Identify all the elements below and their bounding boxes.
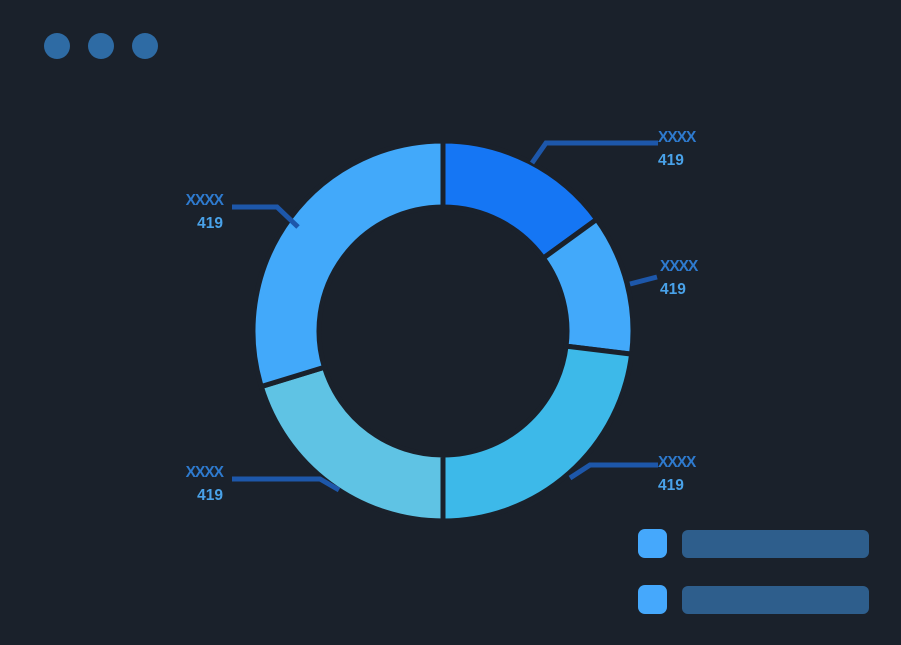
callout-value: 419 xyxy=(658,477,684,494)
callout-value: 419 xyxy=(660,281,686,298)
window-dot-icon[interactable] xyxy=(88,33,114,59)
donut-segment-bottom-left[interactable] xyxy=(258,364,446,524)
callout-title: XXXX xyxy=(185,464,224,481)
legend-label-placeholder-bar xyxy=(682,586,869,614)
chart-legend xyxy=(638,529,869,641)
donut-segment-upper-left[interactable] xyxy=(250,138,446,390)
legend-swatch-icon xyxy=(638,529,667,558)
legend-swatch-icon xyxy=(638,585,667,614)
segment-callout-upper-left: XXXX 419 xyxy=(133,189,224,235)
callout-title: XXXX xyxy=(658,129,696,146)
legend-item[interactable] xyxy=(638,585,869,614)
segment-callout-bottom-left: XXXX 419 xyxy=(133,461,224,507)
callout-title: XXXX xyxy=(185,192,224,209)
callout-title: XXXX xyxy=(658,454,696,471)
callout-title: XXXX xyxy=(660,258,698,275)
segment-callout-bottom-right: XXXX 419 xyxy=(658,451,696,497)
callout-value: 419 xyxy=(658,152,684,169)
legend-label-placeholder-bar xyxy=(682,530,869,558)
legend-item[interactable] xyxy=(638,529,869,558)
donut-segment-bottom-right[interactable] xyxy=(440,343,635,524)
segment-callout-right: XXXX 419 xyxy=(660,255,698,301)
donut-chart-svg[interactable] xyxy=(250,138,636,524)
window-dot-icon[interactable] xyxy=(44,33,70,59)
window-dot-icon[interactable] xyxy=(132,33,158,59)
donut-chart[interactable] xyxy=(250,138,636,524)
leader-line-right xyxy=(629,274,658,287)
segment-callout-top-right: XXXX 419 xyxy=(658,126,696,172)
callout-value: 419 xyxy=(197,487,223,504)
callout-value: 419 xyxy=(197,215,223,232)
